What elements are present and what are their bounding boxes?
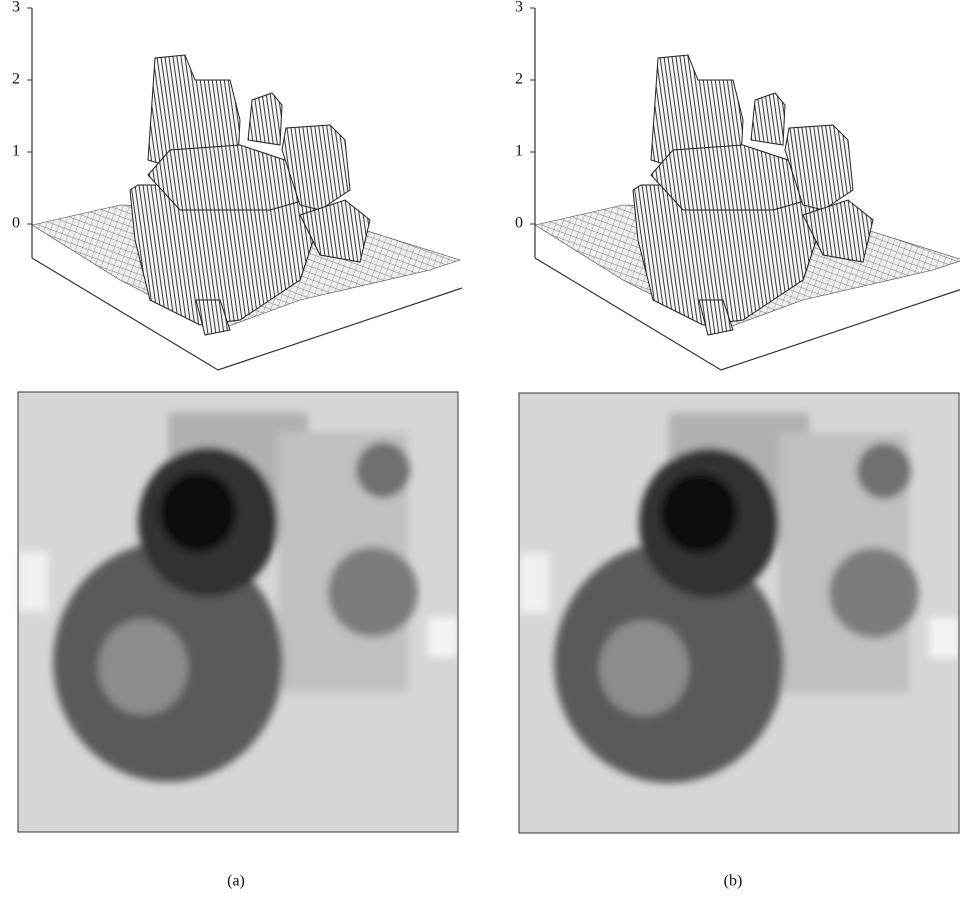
caption: (a) <box>227 873 245 890</box>
z-tick-label: 0 <box>12 215 20 232</box>
z-tick-label: 2 <box>12 71 20 88</box>
caption: (b) <box>724 873 743 890</box>
z-tick-label: 3 <box>515 0 523 16</box>
surface-plot-a <box>31 7 463 371</box>
z-tick-label: 2 <box>515 71 523 88</box>
map-a <box>18 392 458 832</box>
z-tick-label: 1 <box>515 143 523 160</box>
z-tick-label: 1 <box>12 143 20 160</box>
map-b <box>519 393 959 833</box>
surface-plot-b <box>534 7 960 371</box>
z-tick-label: 0 <box>515 215 523 232</box>
z-tick-label: 3 <box>12 0 20 16</box>
